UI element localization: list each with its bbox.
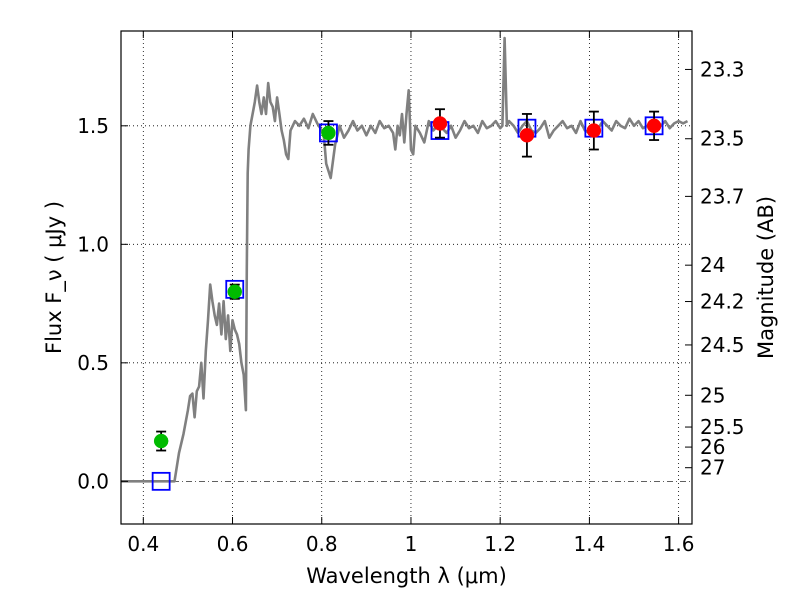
x-tick-label: 1.2 — [484, 532, 516, 556]
y2-axis-label-group: Magnitude (AB) — [754, 196, 778, 359]
model-photometry-square — [151, 471, 171, 491]
observed-flux-point — [586, 123, 602, 138]
magnitude-tick-label: 26 — [700, 435, 725, 459]
observed-flux-point — [153, 433, 169, 449]
observed-flux-point — [519, 128, 535, 143]
y-tick-label: 0.5 — [77, 351, 109, 375]
magnitude-tick-label: 24.5 — [700, 333, 745, 357]
y-tick-label: 0.0 — [77, 469, 109, 493]
y-tick-label: 1.5 — [77, 114, 109, 138]
magnitude-tick-label: 27 — [700, 456, 725, 480]
model-spectrum-line — [121, 36, 689, 483]
magnitude-tick-label: 24.2 — [700, 290, 745, 314]
magnitude-tick-label: 24 — [700, 253, 725, 277]
magnitude-tick-label: 25 — [700, 383, 725, 407]
magnitude-tick-label: 23.7 — [700, 184, 745, 208]
magnitude-tick-label: 23.5 — [700, 127, 745, 151]
y-axis-label: Flux F_ν ( μJy ) — [42, 201, 67, 354]
x-tick-label: 1.4 — [573, 532, 605, 556]
magnitude-tick-label: 23.3 — [700, 57, 745, 81]
data-points — [151, 108, 664, 491]
observed-flux-point — [646, 118, 662, 134]
x-tick-label: 1.6 — [663, 532, 695, 556]
x-tick-label: 1 — [405, 532, 418, 556]
x-axis-label: Wavelength λ (μm) — [306, 564, 507, 588]
magnitude-tick-label: 25.5 — [700, 415, 745, 439]
axis-ticks: 0.4 0.6 0.8 1 1.2 1.4 1.6 0.0 0.5 1.0 1.5 23.3 23.5 2… — [77, 31, 745, 556]
observed-flux-point — [432, 116, 448, 131]
x-tick-label: 0.8 — [306, 532, 338, 556]
x-tick-label: 0.6 — [217, 532, 249, 556]
observed-flux-point — [321, 125, 336, 141]
y-axis-label-group: Flux F_ν ( μJy ) — [42, 201, 67, 354]
x-tick-label: 0.4 — [127, 532, 159, 556]
observed-flux-point — [227, 284, 243, 299]
y-tick-label: 1.0 — [77, 232, 109, 256]
plot-frame — [120, 30, 693, 525]
magnitude-axis-label: Magnitude (AB) — [754, 196, 778, 359]
